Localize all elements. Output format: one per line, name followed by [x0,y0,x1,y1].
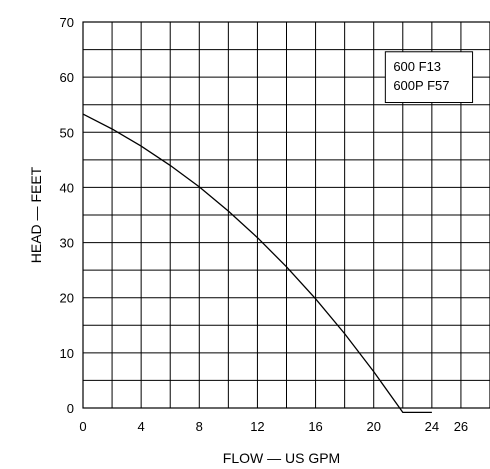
annotation-line-2: 600P F57 [393,78,449,93]
x-tick-label: 0 [79,419,86,434]
y-tick-label: 40 [60,180,74,195]
y-tick-label: 20 [60,291,74,306]
y-tick-label: 0 [67,401,74,416]
x-tick-label: 26 [454,419,468,434]
annotation-box [384,51,474,104]
x-tick-label: 12 [250,419,264,434]
annotation-line-1: 600 F13 [393,59,441,74]
y-tick-labels: 0 10 20 30 40 50 60 70 [60,15,74,416]
x-tick-label: 16 [308,419,322,434]
x-tick-label: 8 [196,419,203,434]
y-tick-label: 70 [60,15,74,30]
y-tick-label: 30 [60,236,74,251]
x-tick-label: 24 [425,419,439,434]
y-tick-label: 10 [60,346,74,361]
y-tick-label: 60 [60,70,74,85]
x-axis-title: FLOW — US GPM [223,450,340,466]
plot-frame [82,21,490,409]
x-tick-label: 20 [366,419,380,434]
pump-curves [82,113,432,414]
y-axis-title: HEAD — FEET [28,166,44,263]
x-tick-labels: 0 4 8 12 16 20 24 26 [79,419,468,434]
x-tick-label: 4 [138,419,145,434]
y-tick-label: 50 [60,125,74,140]
pump-curve-1 [82,113,432,414]
